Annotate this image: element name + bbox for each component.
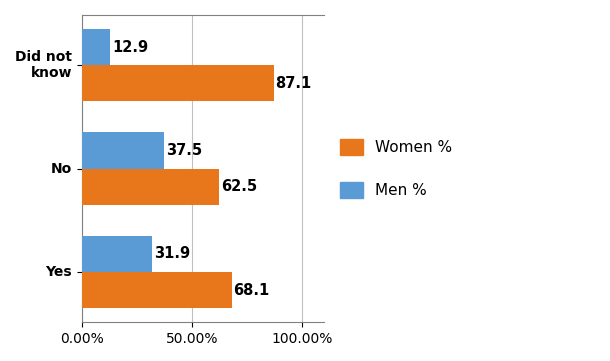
Bar — [82, 65, 273, 101]
Bar — [82, 169, 220, 205]
Bar — [82, 132, 164, 169]
Text: 68.1: 68.1 — [234, 283, 270, 298]
Text: 87.1: 87.1 — [275, 76, 312, 91]
Text: 31.9: 31.9 — [154, 247, 190, 261]
Bar — [82, 236, 152, 272]
Text: 37.5: 37.5 — [166, 143, 202, 158]
Text: 12.9: 12.9 — [112, 40, 148, 55]
Bar — [82, 272, 232, 308]
Text: 62.5: 62.5 — [221, 179, 257, 194]
Legend: Women %, Men %: Women %, Men % — [334, 133, 459, 204]
Bar — [82, 29, 110, 65]
